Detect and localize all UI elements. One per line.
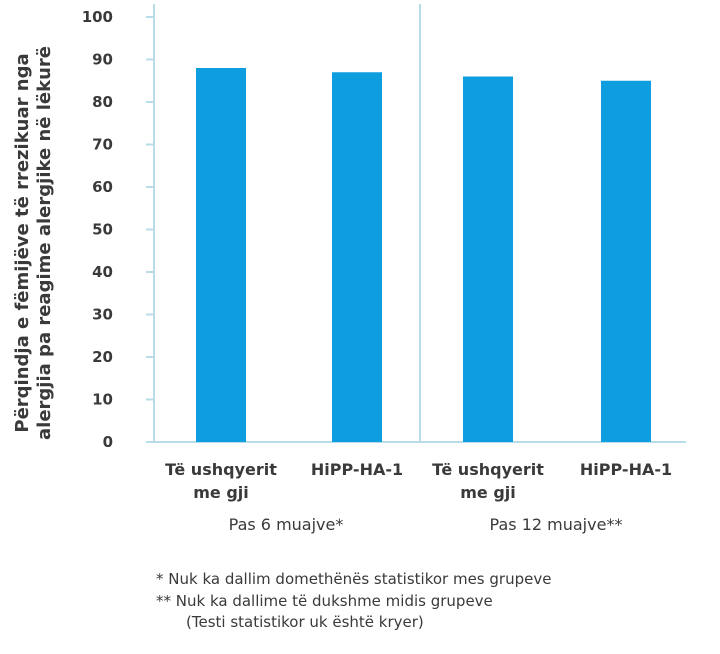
y-tick-label: 40: [92, 263, 113, 281]
category-label: Të ushqyerit: [165, 460, 277, 479]
group-labels: Pas 6 muajve* Pas 12 muajve**: [229, 515, 623, 534]
category-label: HiPP-HA-1: [580, 460, 672, 479]
y-tick-label: 10: [92, 391, 113, 409]
y-axis-label: Përqindja e fëmijëve të rrezikuar nga al…: [12, 46, 55, 440]
bar: [196, 68, 246, 442]
category-label: Të ushqyerit: [432, 460, 544, 479]
category-labels: Të ushqyerit me gji HiPP-HA-1 Të ushqyerit m…: [165, 460, 672, 502]
footnote-3: (Testi statistikor uk është kryer): [186, 613, 424, 631]
y-axis-label-line1: Përqindja e fëmijëve të rrezikuar nga: [12, 53, 33, 432]
y-tick-label: 90: [92, 51, 113, 69]
footnotes: * Nuk ka dallim domethënës statistikor m…: [156, 570, 551, 631]
group-label: Pas 6 muajve*: [229, 515, 344, 534]
category-label: HiPP-HA-1: [311, 460, 403, 479]
group-label: Pas 12 muajve**: [490, 515, 623, 534]
y-tick-label: 20: [92, 348, 113, 366]
y-tick-label: 100: [82, 8, 113, 26]
y-tick-label: 0: [103, 433, 113, 451]
y-tick-label: 70: [92, 136, 113, 154]
bar: [601, 80, 651, 442]
y-axis-label-line2: alergjia pa reagime alergjike në lëkurë: [34, 46, 55, 440]
y-tick-label: 60: [92, 178, 113, 196]
y-tick-label: 30: [92, 306, 113, 324]
category-label-line2: me gji: [460, 483, 516, 502]
footnote-2: ** Nuk ka dallime të dukshme midis grupe…: [156, 592, 493, 610]
bar: [332, 72, 382, 442]
bars: [196, 68, 651, 442]
category-label-line2: me gji: [193, 483, 249, 502]
bar: [463, 76, 513, 442]
y-tick-label: 80: [92, 93, 113, 111]
y-tick-labels: 0 10 20 30 40 50 60 70 80 90 100: [82, 8, 154, 451]
y-tick-label: 50: [92, 221, 113, 239]
footnote-1: * Nuk ka dallim domethënës statistikor m…: [156, 570, 551, 588]
